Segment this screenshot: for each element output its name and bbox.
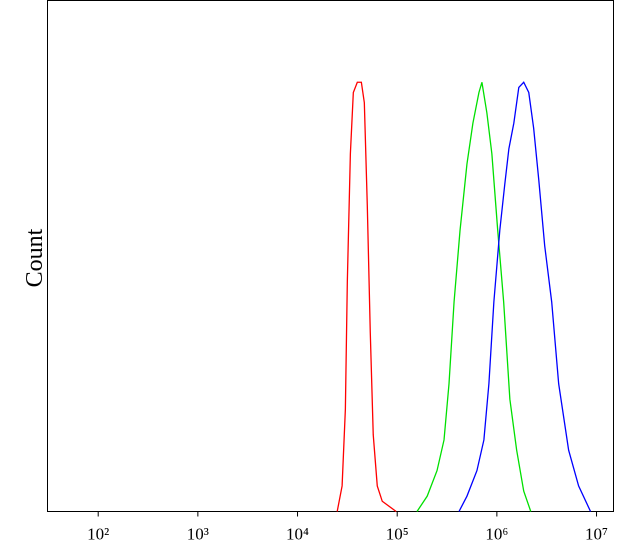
histogram-line xyxy=(336,81,397,513)
x-tick-label: 10⁷ xyxy=(585,525,608,544)
x-tick-label: 10⁴ xyxy=(286,525,309,544)
x-tick-label: 10² xyxy=(87,525,109,544)
histogram-line xyxy=(458,81,592,512)
plot-frame xyxy=(47,0,614,512)
x-tick-label: 10⁶ xyxy=(485,525,508,544)
y-axis-label: Count xyxy=(22,228,48,287)
histogram-line xyxy=(416,82,532,512)
x-tick-label: 10⁵ xyxy=(386,525,409,544)
x-tick-label: 10³ xyxy=(187,525,209,544)
